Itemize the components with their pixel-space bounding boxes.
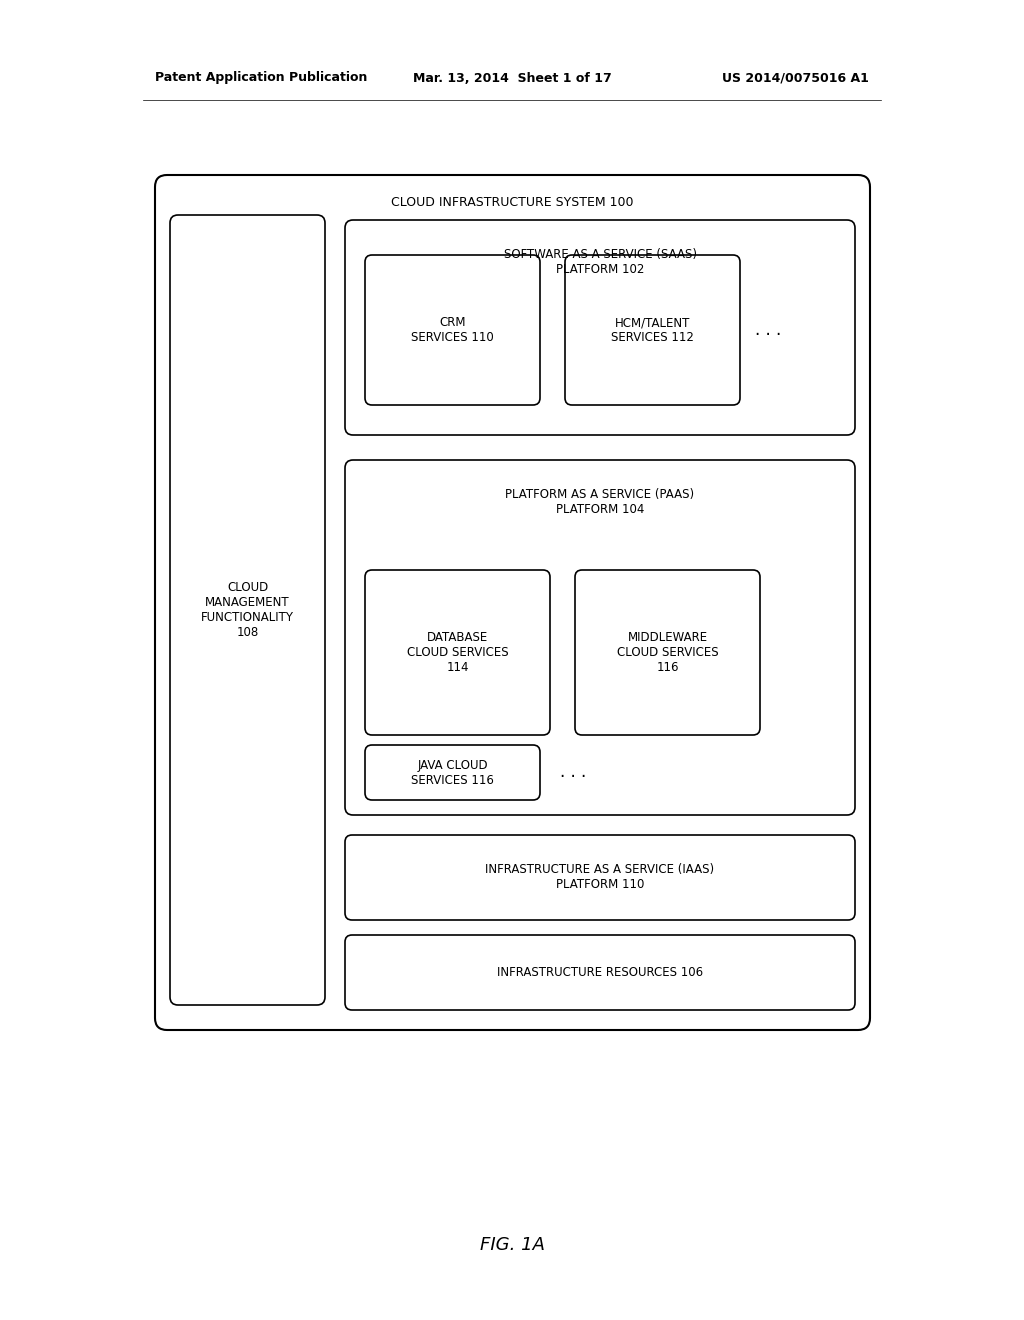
Text: MIDDLEWARE
CLOUD SERVICES
116: MIDDLEWARE CLOUD SERVICES 116 bbox=[616, 631, 718, 675]
Text: . . .: . . . bbox=[755, 321, 781, 339]
FancyBboxPatch shape bbox=[575, 570, 760, 735]
Text: FIG. 1A: FIG. 1A bbox=[479, 1236, 545, 1254]
FancyBboxPatch shape bbox=[365, 255, 540, 405]
FancyBboxPatch shape bbox=[565, 255, 740, 405]
Text: US 2014/0075016 A1: US 2014/0075016 A1 bbox=[722, 71, 869, 84]
FancyBboxPatch shape bbox=[345, 220, 855, 436]
FancyBboxPatch shape bbox=[170, 215, 325, 1005]
Text: SOFTWARE AS A SERVICE (SAAS)
PLATFORM 102: SOFTWARE AS A SERVICE (SAAS) PLATFORM 10… bbox=[504, 248, 696, 276]
Text: PLATFORM AS A SERVICE (PAAS)
PLATFORM 104: PLATFORM AS A SERVICE (PAAS) PLATFORM 10… bbox=[506, 488, 694, 516]
FancyBboxPatch shape bbox=[345, 836, 855, 920]
FancyBboxPatch shape bbox=[345, 935, 855, 1010]
Text: INFRASTRUCTURE AS A SERVICE (IAAS)
PLATFORM 110: INFRASTRUCTURE AS A SERVICE (IAAS) PLATF… bbox=[485, 863, 715, 891]
Text: Mar. 13, 2014  Sheet 1 of 17: Mar. 13, 2014 Sheet 1 of 17 bbox=[413, 71, 611, 84]
FancyBboxPatch shape bbox=[345, 459, 855, 814]
Text: CLOUD
MANAGEMENT
FUNCTIONALITY
108: CLOUD MANAGEMENT FUNCTIONALITY 108 bbox=[201, 581, 294, 639]
FancyBboxPatch shape bbox=[155, 176, 870, 1030]
Text: HCM/TALENT
SERVICES 112: HCM/TALENT SERVICES 112 bbox=[611, 315, 694, 345]
Text: . . .: . . . bbox=[560, 763, 586, 781]
Text: INFRASTRUCTURE RESOURCES 106: INFRASTRUCTURE RESOURCES 106 bbox=[497, 966, 703, 979]
FancyBboxPatch shape bbox=[365, 744, 540, 800]
Text: Patent Application Publication: Patent Application Publication bbox=[155, 71, 368, 84]
Text: JAVA CLOUD
SERVICES 116: JAVA CLOUD SERVICES 116 bbox=[411, 759, 494, 787]
Text: CRM
SERVICES 110: CRM SERVICES 110 bbox=[411, 315, 494, 345]
Text: CLOUD INFRASTRUCTURE SYSTEM 100: CLOUD INFRASTRUCTURE SYSTEM 100 bbox=[391, 197, 634, 210]
FancyBboxPatch shape bbox=[365, 570, 550, 735]
Text: DATABASE
CLOUD SERVICES
114: DATABASE CLOUD SERVICES 114 bbox=[407, 631, 508, 675]
